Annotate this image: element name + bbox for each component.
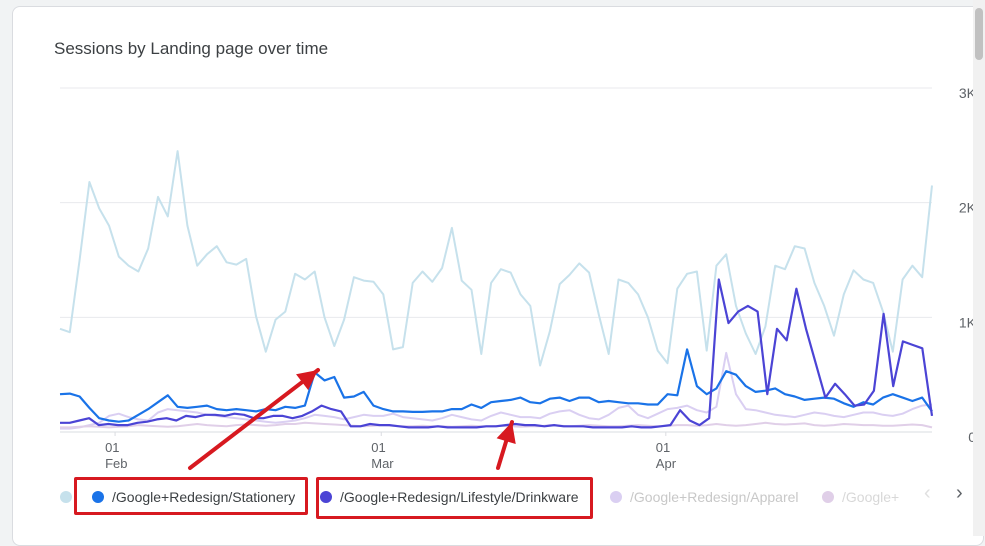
series-line [60,278,934,429]
annotation-arrow-drinkware-head [496,422,516,445]
card-title: Sessions by Landing page over time [54,39,329,58]
series-line [59,150,933,367]
legend-label: /Google+Redesign/Lifestyle/Drinkware [340,489,579,505]
legend-item-drinkware[interactable]: /Google+Redesign/Lifestyle/Drinkware [320,486,579,508]
scrollbar[interactable] [973,0,985,536]
scrollbar-thumb[interactable] [975,8,983,60]
legend-dot [610,491,622,503]
legend-dot [92,491,104,503]
legend-item-first[interactable] [60,486,80,508]
legend-label: /Google+Redesign/Apparel [630,489,799,505]
x-tick-label-day: 01 [105,440,119,455]
y-tick-label: 1K [959,314,977,330]
y-tick-label: 2K [959,200,977,216]
x-tick-label-day: 01 [656,440,670,455]
legend-highlight-drinkware [316,477,593,519]
series-line [59,348,933,423]
legend-dot [822,491,834,503]
legend-highlight-stationery [74,477,308,515]
annotation-arrow-stationery-head [296,370,318,391]
legend-item-stationery[interactable]: /Google+Redesign/Stationery [92,486,295,508]
chevron-left-icon[interactable]: ‹ [924,482,931,504]
chart-card [12,6,984,546]
legend-label: /Google+Redesign/Stationery [112,489,296,505]
chevron-right-icon[interactable]: › [956,482,963,504]
y-tick-label: 0 [968,429,976,445]
y-tick-label: 3K [959,85,977,101]
legend-dot [60,491,72,503]
legend-item-apparel[interactable]: /Google+Redesign/Apparel [610,486,799,508]
legend-item-truncated[interactable]: /Google+ [822,486,904,508]
annotation-arrow-stationery [188,368,320,470]
legend-dot [320,491,332,503]
x-tick-label-day: 01 [371,440,385,455]
x-tick-label-month: Mar [371,456,394,471]
x-tick-label-month: Feb [105,456,127,471]
x-tick-label-month: Apr [656,456,677,471]
legend-label: /Google+ [842,489,900,505]
